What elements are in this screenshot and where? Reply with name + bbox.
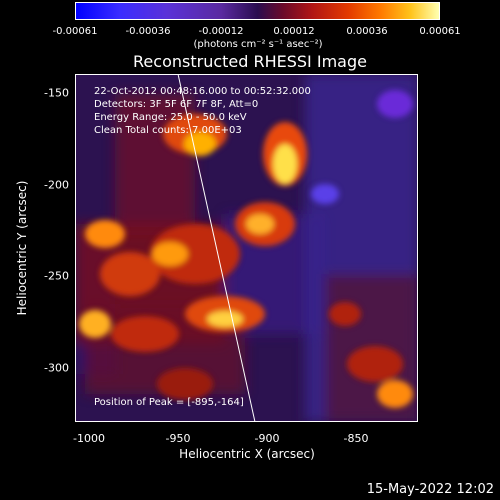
colorbar-gradient [76,3,439,19]
y-axis-title: Heliocentric Y (arcsec) [15,180,29,316]
energy-range-label: Energy Range: 25.0 - 50.0 keV [94,112,247,123]
rhessi-image [75,74,418,422]
y-tick-label: -200 [44,178,69,192]
colorbar-tick: -0.00036 [125,26,171,37]
generation-date: 15-May-2022 12:02 [366,482,494,497]
observation-time: 22-Oct-2012 00:48:16.000 to 00:52:32.000 [94,86,311,97]
colorbar-frame [75,2,440,20]
colorbar-tick: 0.00012 [273,26,315,37]
x-tick-label: -850 [343,432,369,445]
colorbar-tick: -0.00012 [198,26,244,37]
plot-frame [75,74,418,422]
colorbar-tick: 0.00061 [419,26,461,37]
colorbar-tick: -0.00061 [52,26,98,37]
x-axis-title: Heliocentric X (arcsec) [179,447,315,461]
rhessi-image-raster [75,74,418,422]
y-tick-label: -150 [44,86,69,100]
x-tick-label: -950 [165,432,191,445]
detectors-label: Detectors: 3F 5F 6F 7F 8F, Att=0 [94,99,259,110]
image-title: Reconstructed RHESSI Image [133,52,367,71]
x-tick-label: -900 [254,432,280,445]
y-tick-label: -300 [44,361,69,375]
peak-position-label: Position of Peak = [-895,-164] [94,397,244,408]
colorbar-units: (photons cm⁻² s⁻¹ asec⁻²) [193,39,323,50]
y-tick-label: -250 [44,269,69,283]
clean-counts-label: Clean Total counts: 7.00E+03 [94,125,242,136]
x-tick-label: -1000 [73,432,105,445]
colorbar-tick: 0.00036 [346,26,388,37]
